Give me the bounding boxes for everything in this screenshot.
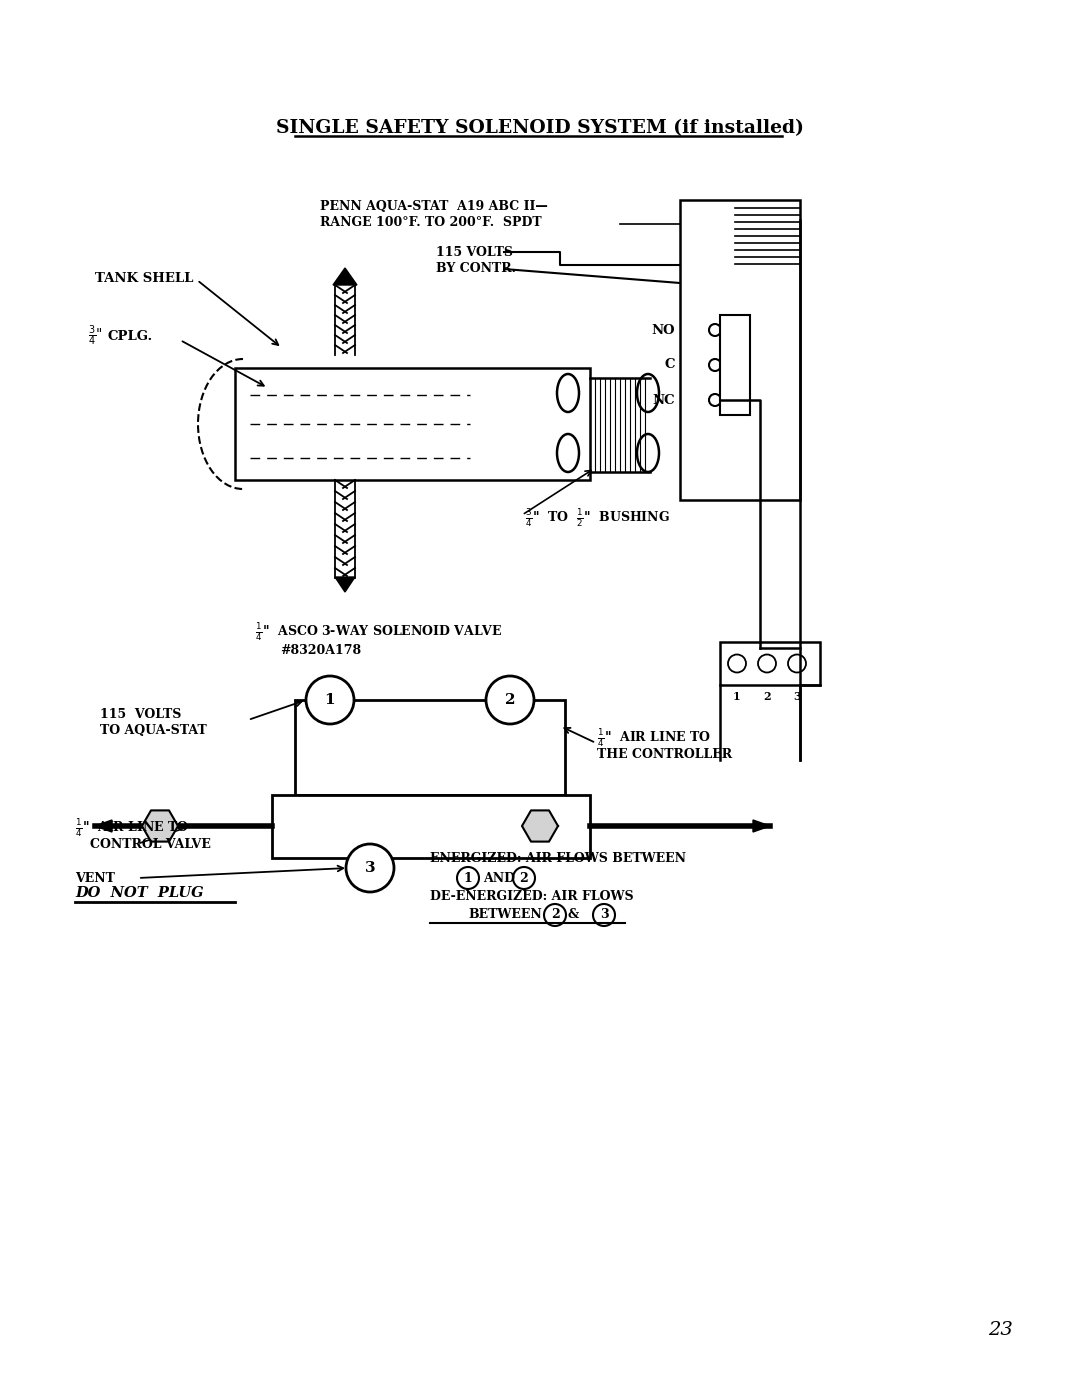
Text: ENERGIZED: AIR FLOWS BETWEEN: ENERGIZED: AIR FLOWS BETWEEN [430,852,686,865]
Text: BETWEEN: BETWEEN [468,908,542,922]
Bar [720,314,750,415]
Text: RANGE 100°F. TO 200°F.  SPDT: RANGE 100°F. TO 200°F. SPDT [320,217,542,229]
Text: 3: 3 [599,908,608,922]
Text: 1: 1 [463,872,472,884]
Text: C: C [664,359,675,372]
Text: 115 VOLTS: 115 VOLTS [436,246,513,258]
Circle shape [708,394,721,407]
Text: NO: NO [651,324,675,337]
Text: &: & [568,908,579,922]
Text: 23: 23 [987,1322,1012,1338]
Text: TO AQUA-STAT: TO AQUA-STAT [100,724,206,736]
Polygon shape [333,268,357,285]
Circle shape [728,655,746,672]
Polygon shape [95,820,112,833]
Text: VENT: VENT [75,872,114,884]
Polygon shape [753,820,770,833]
Text: 3: 3 [793,692,801,703]
Circle shape [486,676,534,724]
Text: #8320A178: #8320A178 [280,644,361,657]
Circle shape [457,868,480,888]
Circle shape [788,655,806,672]
Text: CPLG.: CPLG. [108,330,153,342]
Circle shape [593,904,615,926]
Circle shape [544,904,566,926]
Bar [680,200,800,500]
Text: 2: 2 [551,908,559,922]
Bar [295,700,565,795]
Text: 3: 3 [365,861,376,875]
Text: NC: NC [652,394,675,407]
Text: AND: AND [483,872,515,884]
Polygon shape [522,810,558,841]
Text: BY CONTR.: BY CONTR. [436,263,516,275]
Text: $\frac{3}{4}$"  TO  $\frac{1}{2}$"  BUSHING: $\frac{3}{4}$" TO $\frac{1}{2}$" BUSHING [525,507,670,529]
Text: 2: 2 [504,693,515,707]
Ellipse shape [637,374,659,412]
Bar [720,643,820,685]
Ellipse shape [557,434,579,472]
Text: DE-ENERGIZED: AIR FLOWS: DE-ENERGIZED: AIR FLOWS [430,890,634,904]
Text: DO  NOT  PLUG: DO NOT PLUG [75,886,204,900]
Circle shape [346,844,394,893]
Polygon shape [335,577,355,592]
Text: TANK SHELL: TANK SHELL [95,271,193,285]
Text: CONTROL VALVE: CONTROL VALVE [90,837,211,851]
Text: $\frac{1}{4}$"  AIR LINE TO: $\frac{1}{4}$" AIR LINE TO [75,817,189,840]
Text: 2: 2 [519,872,528,884]
Text: 1: 1 [325,693,335,707]
Bar [235,367,590,481]
Text: 1: 1 [733,692,741,703]
Ellipse shape [637,434,659,472]
Circle shape [708,359,721,372]
Text: $\frac{1}{4}$"  ASCO 3-WAY SOLENOID VALVE: $\frac{1}{4}$" ASCO 3-WAY SOLENOID VALVE [255,622,502,643]
Text: SINGLE SAFETY SOLENOID SYSTEM (if installed): SINGLE SAFETY SOLENOID SYSTEM (if instal… [276,119,804,137]
Polygon shape [141,810,178,841]
Circle shape [758,655,777,672]
Text: $\frac{1}{4}$"  AIR LINE TO: $\frac{1}{4}$" AIR LINE TO [597,726,712,749]
Text: PENN AQUA-STAT  A19 ABC II—: PENN AQUA-STAT A19 ABC II— [320,201,548,214]
Text: $\frac{3}{4}$": $\frac{3}{4}$" [87,324,103,348]
Circle shape [708,324,721,337]
Bar [272,795,590,858]
Ellipse shape [557,374,579,412]
Text: 2: 2 [764,692,771,703]
Circle shape [513,868,535,888]
Text: THE CONTROLLER: THE CONTROLLER [597,749,732,761]
Circle shape [306,676,354,724]
Text: 115  VOLTS: 115 VOLTS [100,707,181,721]
